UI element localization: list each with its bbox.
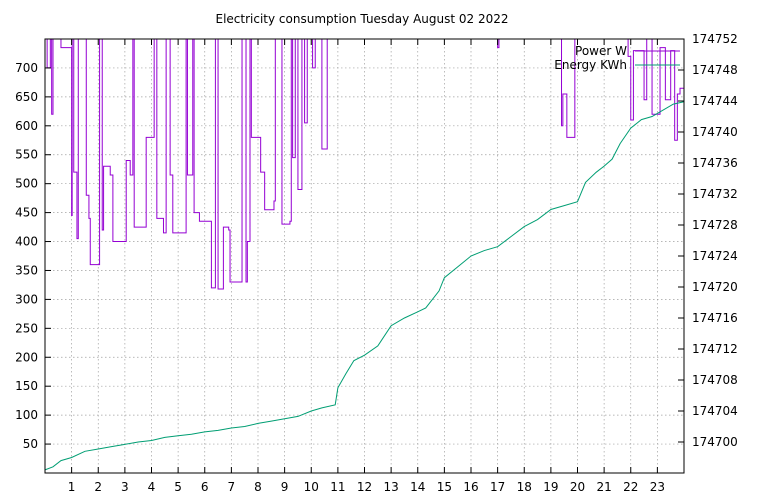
y-tick-label: 650: [15, 90, 38, 104]
x-tick-label: 19: [543, 480, 558, 494]
x-tick-label: 9: [281, 480, 289, 494]
y2-tick-label: 174744: [692, 94, 738, 108]
x-tick-label: 10: [304, 480, 319, 494]
legend-label: Energy KWh: [554, 58, 627, 72]
y2-tick-label: 174736: [692, 156, 738, 170]
series-line: [44, 101, 685, 471]
y-tick-label: 300: [15, 292, 38, 306]
y2-tick-label: 174732: [692, 187, 738, 201]
x-tick-label: 22: [623, 480, 638, 494]
x-tick-label: 18: [517, 480, 532, 494]
y2-tick-label: 174708: [692, 373, 738, 387]
y-tick-label: 100: [15, 408, 38, 422]
x-tick-label: 23: [650, 480, 665, 494]
y-tick-label: 150: [15, 379, 38, 393]
y2-tick-label: 174720: [692, 280, 738, 294]
y2-tick-label: 174728: [692, 218, 738, 232]
x-tick-label: 2: [94, 480, 102, 494]
y-tick-label: 600: [15, 119, 38, 133]
y-tick-label: 200: [15, 350, 38, 364]
grid: [45, 39, 684, 473]
x-tick-label: 21: [596, 480, 611, 494]
x-tick-label: 3: [121, 480, 129, 494]
x-tick-label: 4: [148, 480, 156, 494]
x-tick-label: 5: [174, 480, 182, 494]
tick-group: 1 2 3 4 5 6 7 8 9 10 11 12 13 14 15 16 17 18 19 20 21 22 23501…: [15, 32, 738, 494]
x-tick-label: 14: [410, 480, 425, 494]
x-tick-label: 12: [357, 480, 372, 494]
y2-tick-label: 174716: [692, 311, 738, 325]
x-tick-label: 15: [437, 480, 452, 494]
x-tick-label: 6: [201, 480, 209, 494]
legend-label: Power W: [575, 44, 627, 58]
x-tick-label: 13: [383, 480, 398, 494]
y-tick-label: 450: [15, 206, 38, 220]
y-tick-label: 350: [15, 263, 38, 277]
y2-tick-label: 174700: [692, 435, 738, 449]
y2-tick-label: 174752: [692, 32, 738, 46]
y-tick-label: 700: [15, 61, 38, 75]
y-tick-label: 400: [15, 235, 38, 249]
y-tick-label: 250: [15, 321, 38, 335]
y2-tick-label: 174748: [692, 63, 738, 77]
x-tick-label: 1: [68, 480, 76, 494]
chart-title: Electricity consumption Tuesday August 0…: [216, 12, 509, 26]
y2-tick-label: 174704: [692, 404, 738, 418]
x-tick-label: 8: [254, 480, 262, 494]
y-tick-label: 50: [23, 437, 38, 451]
y-tick-label: 550: [15, 148, 38, 162]
y2-tick-label: 174724: [692, 249, 738, 263]
y2-tick-label: 174712: [692, 342, 738, 356]
x-tick-label: 20: [570, 480, 585, 494]
y-tick-label: 500: [15, 177, 38, 191]
x-tick-label: 16: [463, 480, 478, 494]
x-tick-label: 11: [330, 480, 345, 494]
y2-tick-label: 174740: [692, 125, 738, 139]
x-tick-label: 17: [490, 480, 505, 494]
x-tick-label: 7: [228, 480, 236, 494]
